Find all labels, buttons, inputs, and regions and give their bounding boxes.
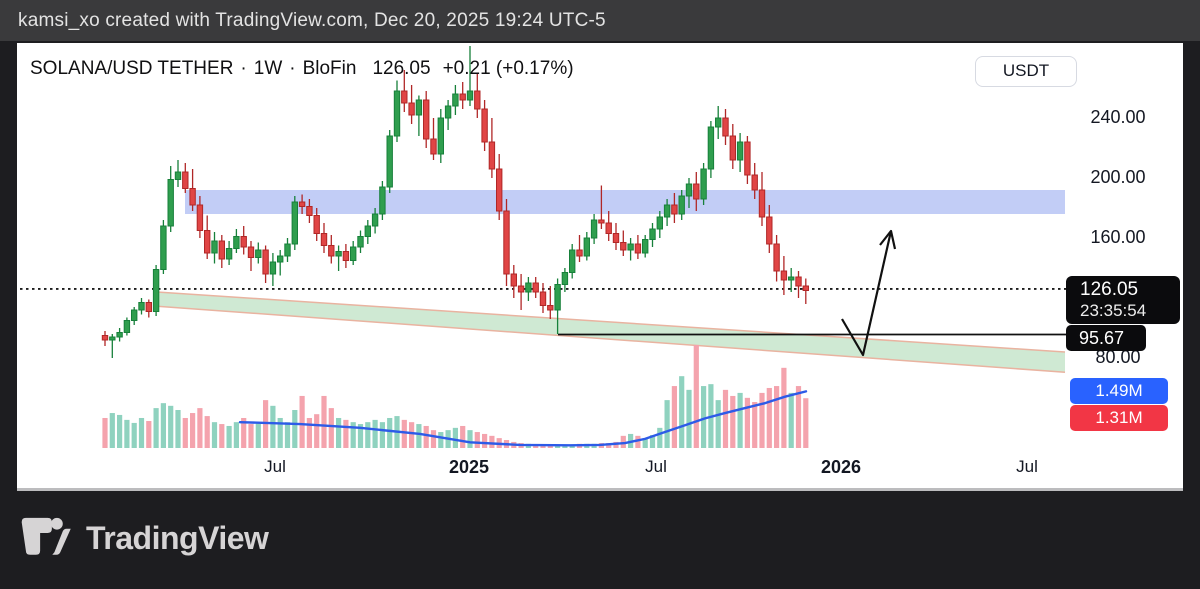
price-axis-tick: 200.00: [1090, 167, 1146, 187]
price-axis-tick: 80.00: [1095, 347, 1141, 367]
chart-panel: SOLANA/USD TETHER · 1W · BloFin 126.05 +0.21 (…: [17, 43, 1183, 491]
time-axis-tick: Jul: [264, 457, 286, 476]
chart-legend[interactable]: SOLANA/USD TETHER · 1W · BloFin 126.05 +0.21 (…: [30, 58, 574, 80]
bar-countdown: 23:35:54: [1080, 301, 1147, 320]
price-axis-tick: 240.00: [1090, 107, 1146, 127]
tradingview-logo-icon: [21, 517, 71, 555]
time-axis-tick: Jul: [1016, 457, 1038, 476]
price-change-value: +0.21 (+0.17%): [442, 58, 574, 79]
time-axis-tick: Jul: [645, 457, 667, 476]
volume-bar-tag: 1.31M: [1070, 405, 1168, 431]
last-price-tag-value: 126.05: [1080, 279, 1139, 300]
volume-ma-tag: 1.49M: [1070, 378, 1168, 404]
time-axis-tick: 2026: [820, 457, 862, 477]
separator-dot: ·: [289, 58, 296, 79]
exchange-label[interactable]: BloFin: [302, 58, 357, 79]
symbol-name[interactable]: SOLANA/USD TETHER: [30, 58, 234, 79]
last-price-tag: 126.05 23:35:54: [1066, 276, 1180, 324]
attribution-banner: kamsi_xo created with TradingView.com, D…: [0, 0, 1200, 41]
price-axis-tick: 160.00: [1090, 227, 1146, 247]
timeframe-label[interactable]: 1W: [253, 58, 283, 79]
separator-dot: ·: [240, 58, 247, 79]
last-price-value: 126.05: [372, 58, 431, 79]
tradingview-wordmark: TradingView: [86, 519, 269, 556]
attribution-text: kamsi_xo created with TradingView.com, D…: [18, 10, 606, 31]
tradingview-logo-link[interactable]: TradingView: [20, 517, 269, 559]
footer-bar: TradingView: [0, 491, 1200, 589]
support-level-tag: 95.67: [1066, 325, 1146, 351]
currency-toggle-button[interactable]: USDT: [975, 56, 1077, 87]
time-axis-tick: 2025: [448, 457, 490, 477]
